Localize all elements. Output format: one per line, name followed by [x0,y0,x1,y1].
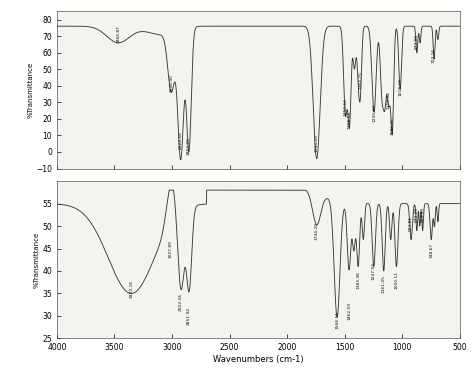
Text: 1247.93: 1247.93 [372,262,376,280]
Text: 3007.89: 3007.89 [169,240,173,258]
X-axis label: Wavenumbers (cm-1): Wavenumbers (cm-1) [213,355,304,364]
Text: 823.13: 823.13 [420,206,425,221]
Text: 2922.34: 2922.34 [179,294,183,311]
Text: 1118.94: 1118.94 [387,91,391,109]
Text: 1161.05: 1161.05 [382,276,386,293]
Text: 2853.05: 2853.05 [187,137,191,155]
Text: 1383.38: 1383.38 [356,271,360,289]
Text: 3006.90: 3006.90 [169,74,173,92]
Text: 1566.51: 1566.51 [335,311,339,329]
Text: 1744.20: 1744.20 [315,222,319,240]
Text: 723.16: 723.16 [432,47,436,62]
Text: 1050.11: 1050.11 [394,271,399,289]
Text: 1462.59: 1462.59 [347,302,351,320]
Text: 873.20: 873.20 [415,206,419,221]
Y-axis label: %Transmittance: %Transmittance [27,62,33,118]
Text: 3466.87: 3466.87 [116,25,120,43]
Text: 3353.16: 3353.16 [129,280,133,298]
Text: 1018.37: 1018.37 [398,78,402,96]
Text: 1458.58: 1458.58 [347,111,352,129]
Y-axis label: %Transmittance: %Transmittance [34,232,39,288]
Text: 1494.64: 1494.64 [343,98,347,115]
Text: 1362.75: 1362.75 [358,71,363,89]
Text: 923.81: 923.81 [409,215,413,230]
Text: 1086.06: 1086.06 [390,118,394,135]
Text: 1245.44: 1245.44 [372,104,376,122]
Text: 1743.20: 1743.20 [315,134,319,152]
Text: 748.67: 748.67 [429,243,433,258]
Text: 2851.94: 2851.94 [187,307,191,325]
Text: 873.86: 873.86 [415,34,419,49]
Text: 2924.56: 2924.56 [179,131,183,149]
